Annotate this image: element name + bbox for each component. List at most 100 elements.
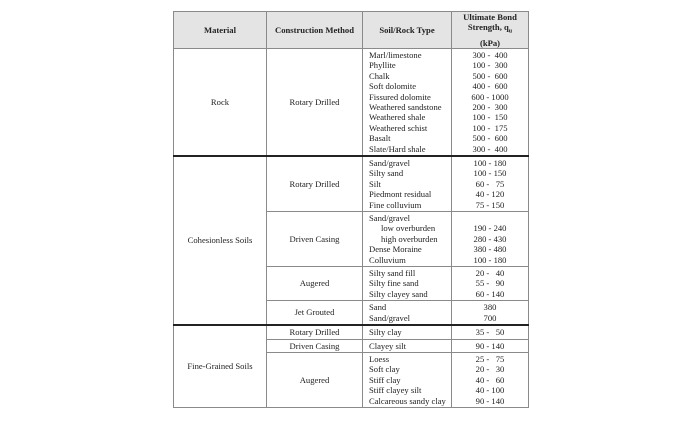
table-row: Rock Rotary Drilled Marl/limestone Phyllite… (173, 47, 529, 157)
bond-strength: 380 - 480 (473, 244, 507, 255)
bond-strength: 500 - 600 (472, 133, 508, 144)
bond-strength: 20 - 30 (475, 364, 505, 375)
bond-strength: 40 - 120 (475, 189, 505, 200)
soil-type: Fine colluvium (369, 199, 422, 210)
soil-type: Weathered shale (369, 112, 426, 123)
header-strength-line2: Strength, qu (455, 22, 525, 37)
bond-strength: 300 - 400 (472, 143, 508, 154)
bond-strength: 40 - 100 (475, 385, 505, 396)
method-cell: Jet Grouted (266, 300, 363, 326)
soil-type-cell: Sand/gravel low overburden high overburden… (362, 211, 452, 268)
soil-type: Soft dolomite (369, 81, 417, 92)
table-row: Driven Casing Sand/gravel low overburden hi… (174, 211, 529, 268)
method-cell: Rotary Drilled (266, 324, 363, 340)
method-cell: Augered (266, 266, 363, 302)
bond-strength: 40 - 60 (475, 374, 505, 385)
soil-type: Silty clay (369, 327, 402, 338)
soil-type: Basalt (369, 133, 391, 144)
header-soil: Soil/Rock Type (362, 11, 452, 49)
strength-cell: 25 - 75 20 - 30 40 - 60 40 - 100 90 - 140 (451, 351, 529, 408)
soil-type: Silty sand fill (369, 268, 416, 279)
bond-strength: 90 - 140 (475, 395, 505, 406)
bond-strength: 60 - 140 (475, 288, 505, 299)
strength-cell: 300 - 400 100 - 300 500 - 600 400 - 600 600 … (451, 47, 529, 157)
bond-strength: 300 - 400 (472, 49, 508, 60)
soil-type-cell: Clayey silt (362, 338, 452, 353)
bond-strength: 100 - 180 (473, 158, 507, 168)
soil-type: Silty clayey sand (369, 288, 428, 299)
bond-strength: 60 - 75 (475, 178, 505, 189)
method-cell: Rotary Drilled (266, 47, 363, 157)
method-cell: Driven Casing (266, 211, 363, 268)
bond-strength: 700 (483, 312, 497, 323)
soil-type: Phyllite (369, 60, 396, 71)
header-strength: Ultimate Bond Strength, qu (kPa) (451, 11, 529, 49)
bond-strength: 90 - 140 (475, 340, 505, 351)
soil-type-cell: Silty sand fill Silty fine sand Silty clay… (362, 266, 452, 302)
method-cell: Rotary Drilled (266, 155, 363, 213)
table-row: Fine-Grained Soils Rotary Drilled Silty cl… (173, 324, 529, 408)
bond-strength (455, 213, 525, 223)
header-strength-line1: Ultimate Bond (463, 12, 517, 22)
bond-strength: 100 - 175 (472, 122, 508, 133)
bond-strength: 190 - 240 (473, 223, 507, 234)
soil-type-cell: Loess Soft clay Stiff clay Stiff clayey sil… (362, 351, 452, 408)
table-body: Rock Rotary Drilled Marl/limestone Phyllite… (173, 47, 529, 408)
strength-cell: 35 - 50 (451, 324, 529, 340)
soil-type: Slate/Hard shale (369, 143, 426, 154)
soil-type: Piedmont residual (369, 189, 432, 200)
header-material: Material (173, 11, 267, 49)
method-cell: Driven Casing (266, 338, 363, 353)
soil-type: Weathered sandstone (369, 101, 442, 112)
soil-type: Loess (369, 353, 390, 364)
material-cell: Cohesionless Soils (173, 154, 267, 326)
soil-type: Dense Moraine (369, 244, 422, 255)
soil-type: Colluvium (369, 254, 406, 265)
bond-strength: 100 - 300 (472, 60, 508, 71)
header-row: Material Construction Method Soil/Rock T… (173, 11, 529, 49)
bond-strength: 100 - 180 (473, 254, 507, 265)
soil-type: Silty sand (369, 168, 404, 179)
soil-type: high overburden (381, 233, 438, 244)
soil-type-cell: Sand/gravel Silty sand Silt Piedmont residu… (362, 155, 452, 213)
soil-type: Calcareous sandy clay (369, 395, 446, 406)
header-strength-text: Strength, q (467, 22, 509, 33)
header-strength-unit: (kPa) (479, 37, 501, 48)
bond-strength: 500 - 600 (472, 70, 508, 81)
bond-strength: 20 - 40 (475, 268, 505, 279)
soil-type: Sand (369, 302, 387, 313)
bond-strength: 400 - 600 (472, 81, 508, 92)
soil-type: Clayey silt (369, 340, 406, 351)
soil-type: Sand/gravel (369, 158, 411, 168)
soil-type: Silty fine sand (369, 278, 419, 289)
table-row: Driven Casing Clayey silt 90 - 140 (174, 338, 529, 353)
soil-type: Stiff clay (369, 374, 401, 385)
header-method: Construction Method (266, 11, 363, 49)
material-cell: Fine-Grained Soils (173, 324, 267, 408)
strength-cell: 20 - 40 55 - 90 60 - 140 (451, 266, 529, 302)
soil-type: Silt (369, 178, 381, 189)
soil-type: Chalk (369, 70, 390, 81)
method-cell: Augered (266, 351, 363, 408)
soil-type-cell: Marl/limestone Phyllite Chalk Soft dolomite… (362, 47, 452, 157)
soil-type: Sand/gravel (369, 312, 411, 323)
table-row: Cohesionless Soils Rotary Drilled Sand/gra… (173, 154, 529, 326)
soil-type: low overburden (381, 223, 436, 234)
soil-type: Sand/gravel (369, 213, 411, 224)
header-strength-sub: u (508, 29, 513, 36)
bond-strength-table: Material Construction Method Soil/Rock T… (173, 11, 529, 408)
bond-strength: 55 - 90 (475, 278, 505, 289)
bond-strength: 75 - 150 (475, 199, 505, 210)
soil-type: Stiff clayey silt (369, 385, 422, 396)
bond-strength: 100 - 150 (473, 168, 507, 179)
strength-cell: 190 - 240 280 - 430 380 - 480 100 - 180 (451, 211, 529, 268)
table-row: Augered Loess Soft clay Stiff clay Stiff cla… (174, 351, 529, 408)
soil-type: Weathered schist (369, 122, 428, 133)
bond-strength: 25 - 75 (475, 353, 505, 364)
bond-strength: 200 - 300 (472, 101, 508, 112)
material-cell: Rock (173, 47, 267, 157)
bond-strength: 35 - 50 (475, 327, 505, 338)
bond-strength: 280 - 430 (473, 233, 507, 244)
strength-cell: 100 - 180 100 - 150 60 - 75 40 - 120 75 - 15… (451, 155, 529, 213)
soil-type-cell: Silty clay (362, 324, 452, 340)
